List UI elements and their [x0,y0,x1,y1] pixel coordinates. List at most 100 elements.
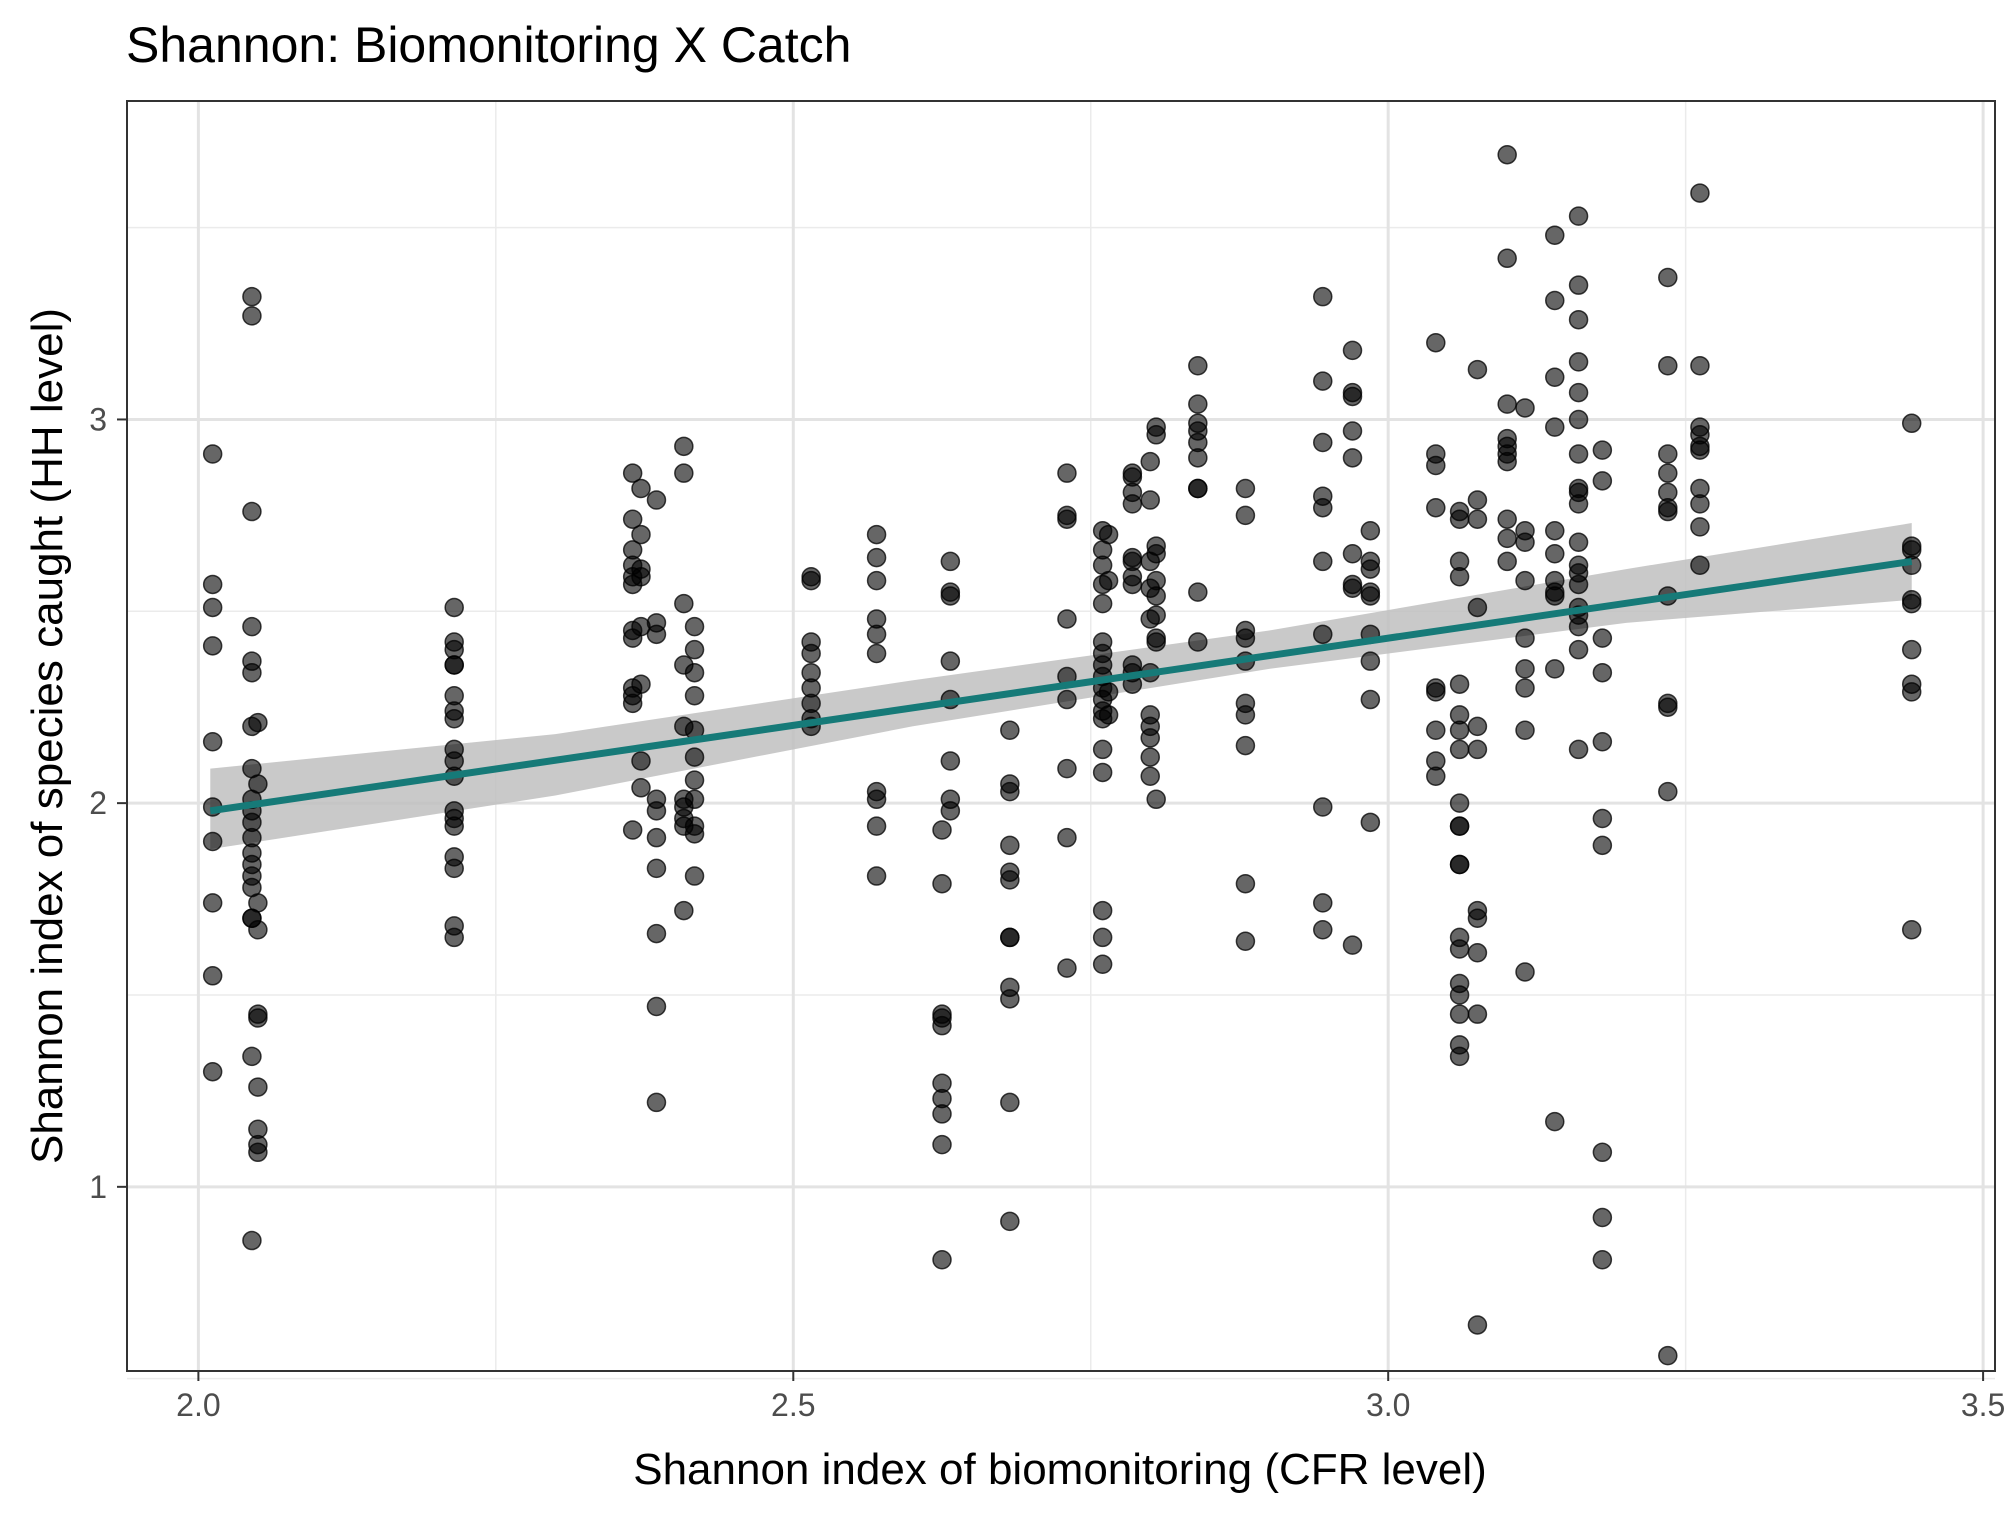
data-point [1146,605,1166,625]
data-point [1467,943,1488,963]
data-point [444,927,464,948]
data-point [940,586,961,606]
data-point [1497,394,1517,414]
data-point [801,643,821,664]
data-point [1000,835,1020,856]
data-point [1545,290,1565,311]
data-point [1360,586,1381,606]
data-point [1360,520,1381,541]
data-point [202,597,223,618]
data-point [1342,935,1363,955]
data-point [1057,758,1077,779]
data-point [1568,352,1589,372]
data-point [631,567,651,587]
data-point [684,866,705,886]
data-point [1592,808,1613,829]
data-point [1568,309,1589,330]
data-point [1568,532,1589,552]
fit-line-layer [209,557,1913,815]
data-point [1235,478,1256,499]
data-point [1467,716,1488,737]
data-point [1342,386,1363,407]
data-point [932,1249,952,1270]
data-point [1690,517,1710,537]
data-point [1901,593,1922,614]
data-point [866,816,887,836]
data-point [940,651,961,671]
data-point [1658,1345,1678,1366]
data-point [248,1142,268,1163]
data-point [631,751,651,771]
data-point [202,636,223,656]
data-point [1057,689,1077,710]
data-point [1426,720,1446,740]
data-point [1592,440,1613,460]
data-point [866,524,887,545]
data-point [1092,900,1113,921]
data-points [202,144,1922,1366]
data-point [444,655,464,675]
data-point [1449,674,1470,694]
data-point [1235,931,1256,952]
data-point [1000,781,1020,802]
data-point [1515,962,1535,982]
data-point [1235,505,1256,526]
data-point [242,662,262,683]
data-point [1360,689,1381,710]
data-point [646,624,667,645]
data-point [1568,382,1589,403]
data-point [674,593,694,614]
data-point [1515,532,1535,552]
data-point [1467,359,1488,380]
data-point [1515,678,1535,698]
data-point [1515,720,1535,740]
data-point [1140,451,1160,472]
data-point [248,893,268,913]
data-point [631,674,651,694]
data-point [684,662,705,683]
data-point [1497,528,1517,549]
y-tick-label: 3 [89,401,107,437]
data-point [1342,421,1363,441]
data-point [1140,728,1160,748]
data-point [1901,682,1922,702]
data-point [444,597,464,618]
data-point [866,547,887,568]
data-point [202,1061,223,1082]
data-point [646,996,667,1017]
data-point [202,732,223,752]
data-point [1592,662,1613,683]
data-point [1057,958,1077,978]
data-point [242,616,262,637]
data-point [1545,367,1565,388]
data-point [1426,682,1446,702]
data-point [202,966,223,986]
data-point [1690,355,1710,376]
data-point [684,685,705,706]
data-point [1592,1142,1613,1163]
y-axis-ticks: 1 2 3 [89,401,127,1205]
data-point [932,1104,952,1124]
data-point [1146,789,1166,810]
data-point [1497,551,1517,572]
data-point [866,570,887,591]
data-point [1449,567,1470,587]
data-point [1901,413,1922,434]
data-point [622,509,643,529]
data-point [1098,705,1119,725]
data-point [1098,570,1119,591]
data-point [1188,448,1208,468]
data-point [1568,739,1589,760]
x-tick-label: 3.5 [1961,1387,2005,1423]
data-point [248,1004,268,1024]
data-point [646,858,667,879]
data-point [202,574,223,595]
data-point [1426,332,1446,353]
data-point [866,789,887,810]
data-point [242,306,262,326]
data-point [1342,448,1363,468]
data-point [1122,574,1143,595]
data-point [1146,632,1166,652]
data-point [1342,543,1363,564]
